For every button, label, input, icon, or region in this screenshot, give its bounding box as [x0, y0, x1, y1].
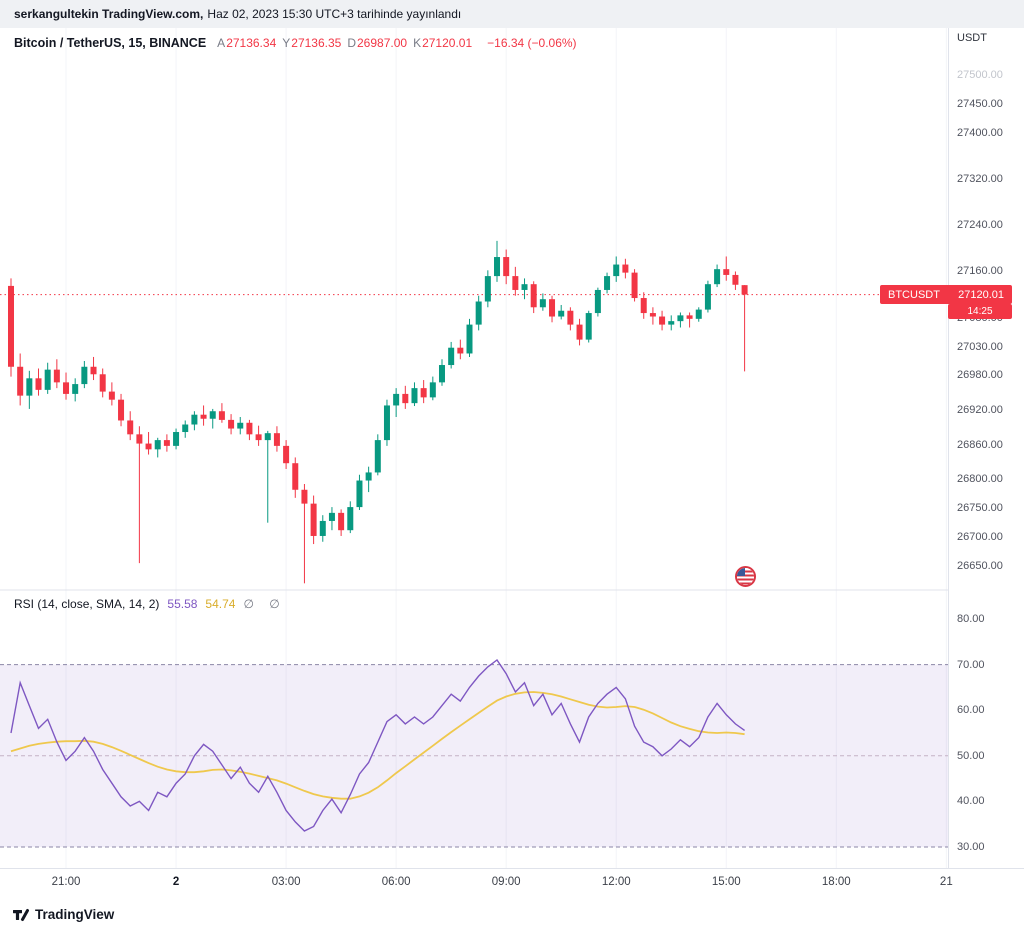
publish-date: Haz 02, 2023 15:30 UTC+3 tarihinde yayın… — [207, 7, 462, 21]
ohlc-key: D — [347, 36, 356, 50]
ohlc-key: K — [413, 36, 422, 50]
ohlc-value: 27136.35 — [291, 36, 342, 50]
rsi-value: 55.58 — [167, 597, 198, 611]
rsi-legend: RSI (14, close, SMA, 14, 2) 55.58 54.74 … — [14, 597, 286, 611]
footer: TradingView — [0, 897, 1024, 932]
candle-countdown: 14:25 — [948, 304, 1012, 319]
rsi-tick-label: 60.00 — [957, 704, 985, 717]
symbol-title[interactable]: Bitcoin / TetherUS, 15, BINANCE — [14, 36, 207, 50]
rsi-tick-label: 50.00 — [957, 749, 985, 762]
price-tick-label: 27320.00 — [957, 173, 1003, 186]
ohlc-key: Y — [282, 36, 291, 50]
ohlc-value: 26987.00 — [357, 36, 408, 50]
price-tick-label: 26650.00 — [957, 560, 1003, 572]
time-tick-label: 2 — [172, 876, 180, 888]
price-tick-label: 27160.00 — [957, 265, 1003, 278]
currency-label: USDT — [957, 32, 987, 44]
price-tick-label: 26750.00 — [957, 502, 1003, 515]
price-tick-label: 27240.00 — [957, 219, 1003, 232]
current-price-badge: BTCUSDT 27120.01 — [880, 285, 1012, 304]
price-tick-label: 26860.00 — [957, 438, 1003, 451]
time-axis[interactable]: 21:00 2 03:00 06:00 09:00 12:00 15:00 18:00 21 — [0, 868, 1024, 897]
price-tick-label: 27030.00 — [957, 340, 1003, 353]
time-tick-label: 21 — [939, 876, 953, 888]
rsi-tick-label: 30.00 — [957, 841, 985, 853]
price-tick-label: 26700.00 — [957, 531, 1003, 544]
publisher-name: serkangultekin TradingView.com, — [14, 7, 204, 21]
price-tick-label: 26920.00 — [957, 404, 1003, 417]
badge-symbol: BTCUSDT — [888, 288, 940, 301]
ohlc-value: 27120.01 — [422, 36, 473, 50]
time-tick-label: 03:00 — [271, 876, 301, 888]
badge-price: 27120.01 — [958, 288, 1004, 301]
rsi-tick-label: 70.00 — [957, 658, 985, 671]
symbol-legend: Bitcoin / TetherUS, 15, BINANCE A27136.3… — [14, 36, 577, 50]
hidden-values-icon: ∅ ∅ — [243, 597, 286, 611]
flag-sticker-icon[interactable] — [735, 566, 756, 587]
ohlc-values: A27136.34 Y27136.35 D26987.00 K27120.01 — [217, 36, 478, 50]
rsi-title[interactable]: RSI (14, close, SMA, 14, 2) — [14, 597, 160, 611]
time-tick-label: 06:00 — [381, 876, 411, 888]
price-axis[interactable]: USDT 27500.00 27450.00 27400.00 27320.00 272… — [948, 28, 1024, 868]
rsi-tick-label: 40.00 — [957, 795, 985, 808]
price-tick-label: 27500.00 — [957, 69, 1003, 82]
price-tick-label: 26800.00 — [957, 473, 1003, 486]
rsi-sma-value: 54.74 — [205, 597, 236, 611]
ohlc-key: A — [217, 36, 226, 50]
time-tick-label: 21:00 — [51, 876, 81, 888]
tradingview-brand[interactable]: TradingView — [35, 907, 115, 922]
tradingview-logo-icon[interactable] — [12, 906, 29, 923]
price-tick-label: 27450.00 — [957, 98, 1003, 110]
price-tick-label: 26980.00 — [957, 369, 1003, 382]
time-tick-label: 12:00 — [601, 876, 631, 888]
publish-header: serkangultekin TradingView.com, Haz 02, … — [0, 0, 1024, 28]
price-tick-label: 27400.00 — [957, 126, 1003, 139]
change-value: −16.34 (−0.06%) — [487, 36, 577, 50]
ohlc-value: 27136.34 — [226, 36, 277, 50]
chart-canvas[interactable] — [0, 28, 948, 868]
time-tick-label: 15:00 — [711, 876, 741, 888]
time-tick-label: 18:00 — [821, 876, 851, 888]
time-tick-label: 09:00 — [491, 876, 521, 888]
rsi-tick-label: 80.00 — [957, 613, 985, 625]
